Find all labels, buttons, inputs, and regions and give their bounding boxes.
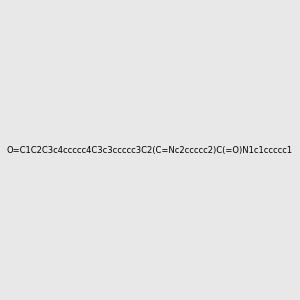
Text: O=C1C2C3c4ccccc4C3c3ccccc3C2(C=Nc2ccccc2)C(=O)N1c1ccccc1: O=C1C2C3c4ccccc4C3c3ccccc3C2(C=Nc2ccccc2… — [7, 146, 293, 154]
